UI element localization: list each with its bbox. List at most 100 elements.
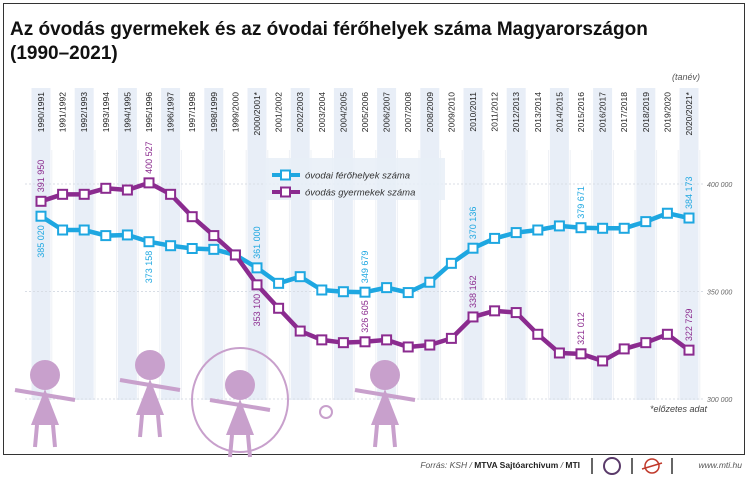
data-point <box>273 277 285 289</box>
x-tick-label: 1996/1997 <box>166 92 176 132</box>
child-illustration-icon <box>354 360 416 448</box>
data-point <box>618 222 630 234</box>
column-band <box>636 88 656 400</box>
x-tick-label: 1998/1999 <box>209 92 219 132</box>
leg <box>33 424 39 448</box>
head <box>225 370 255 400</box>
leg <box>391 424 397 448</box>
x-tick-label: 2003/2004 <box>317 92 327 132</box>
column-band <box>74 88 94 400</box>
footnote: *előzetes adat <box>650 404 708 414</box>
x-tick-label: 2002/2003 <box>295 92 305 132</box>
data-point <box>35 195 47 207</box>
leg <box>246 434 252 458</box>
data-point <box>445 257 457 269</box>
data-point <box>640 216 652 228</box>
source-archive: MTVA Sajtóarchívum <box>474 460 559 470</box>
data-point <box>402 287 414 299</box>
x-tick-label: 2013/2014 <box>533 92 543 132</box>
hoop-stick-icon <box>319 405 333 419</box>
leg <box>228 434 234 458</box>
footer: Forrás: KSH / MTVA Sajtóarchívum / MTI w… <box>0 455 750 477</box>
x-tick-label: 1993/1994 <box>101 92 111 132</box>
column-band <box>31 88 51 400</box>
x-tick-label: 1992/1993 <box>79 92 89 132</box>
data-point <box>424 339 436 351</box>
data-point <box>186 243 198 254</box>
data-point <box>597 222 609 234</box>
body <box>31 389 59 425</box>
data-point <box>381 334 393 346</box>
legend-label: óvodai férőhelyek száma <box>305 171 410 182</box>
x-tick-label: 2008/2009 <box>425 92 435 132</box>
data-point <box>78 188 90 200</box>
mtva-logo-icon <box>603 457 621 475</box>
head <box>370 360 400 390</box>
column-band <box>593 88 613 400</box>
chart-title: Az óvodás gyermekek és az óvodai férőhel… <box>10 19 648 64</box>
column-band <box>117 88 137 400</box>
x-tick-label: 1997/1998 <box>187 92 197 132</box>
arms <box>14 388 76 402</box>
data-label: 353 100 <box>252 294 262 327</box>
data-label: 384 173 <box>684 176 694 209</box>
data-point <box>532 328 544 340</box>
x-tick-label: 2016/2017 <box>598 92 608 132</box>
data-point <box>532 224 544 236</box>
body <box>371 389 399 425</box>
data-point <box>489 232 501 244</box>
x-tick-label: 1999/2000 <box>230 92 240 132</box>
x-tick-label: 1994/1995 <box>122 92 132 132</box>
data-point <box>359 286 371 298</box>
x-tick-label: 1995/1996 <box>144 92 154 132</box>
head <box>135 350 165 380</box>
x-tick-label: 2006/2007 <box>382 92 392 132</box>
x-tick-label: 1990/1991 <box>36 92 46 132</box>
column-band <box>377 88 397 400</box>
child-illustration-icon <box>209 370 271 458</box>
data-point <box>661 328 673 340</box>
x-tick-label: 2015/2016 <box>576 92 586 132</box>
x-tick-label: 2018/2019 <box>641 92 651 132</box>
data-point <box>251 262 263 274</box>
x-tick-label: 2009/2010 <box>446 92 456 132</box>
x-tick-label: 2017/2018 <box>619 92 629 132</box>
chart-frame <box>3 3 745 455</box>
leg <box>51 424 57 448</box>
website-link[interactable]: www.mti.hu <box>698 460 742 470</box>
x-tick-label: 1991/1992 <box>58 92 68 132</box>
mti-logo-icon <box>644 458 660 474</box>
data-point <box>273 302 285 314</box>
column-band <box>420 88 440 400</box>
data-point <box>229 249 241 261</box>
data-point <box>467 242 479 254</box>
data-point <box>424 276 436 288</box>
data-point <box>251 279 263 291</box>
data-point <box>359 336 371 348</box>
data-label: 391 950 <box>36 160 46 193</box>
y-tick-label: 350 000 <box>707 290 732 297</box>
leg <box>138 414 144 438</box>
data-point <box>57 188 69 200</box>
data-label: 322 729 <box>684 309 694 342</box>
data-point <box>640 337 652 349</box>
x-tick-label: 2000/2001* <box>252 91 262 135</box>
column-band <box>679 88 699 400</box>
column-band <box>506 88 526 400</box>
data-label: 326 605 <box>360 300 370 333</box>
data-point <box>143 177 155 189</box>
x-tick-label: 2019/2020 <box>662 92 672 132</box>
head <box>30 360 60 390</box>
jump-rope-icon <box>191 347 289 453</box>
data-point <box>143 236 155 248</box>
data-point <box>294 325 306 337</box>
y-tick-label: 400 000 <box>707 182 732 189</box>
data-point <box>575 348 587 360</box>
leg <box>373 424 379 448</box>
data-point <box>294 271 306 283</box>
source-mti: MTI <box>565 460 580 470</box>
column-band <box>290 88 310 400</box>
x-tick-label: 2004/2005 <box>338 92 348 132</box>
data-point <box>661 207 673 219</box>
